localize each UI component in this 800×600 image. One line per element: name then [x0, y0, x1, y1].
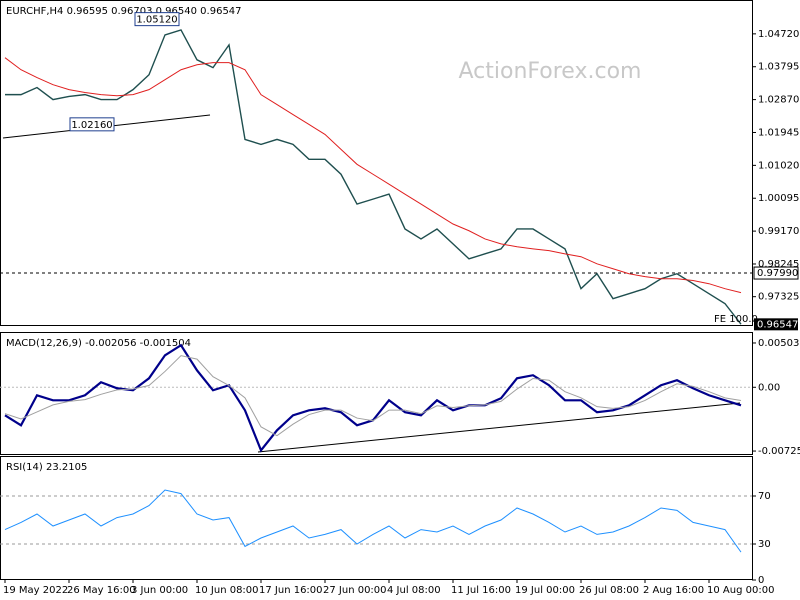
x-tick-label: 19 May 2022 — [3, 585, 68, 596]
fib-note: FE 100.0 — [714, 314, 758, 325]
x-tick-label: 11 Jul 16:00 — [451, 585, 511, 596]
y-tick-label: 1.03795 — [758, 62, 799, 73]
panel-title: RSI(14) 23.2105 — [6, 462, 87, 473]
panel-frame — [0, 456, 753, 580]
y-tick-label: 0.98245 — [758, 259, 799, 270]
last-price-label: 0.96547 — [757, 319, 798, 330]
y-tick-label: 1.04720 — [758, 29, 799, 40]
last-price-box — [754, 318, 798, 331]
annotation-box — [69, 117, 115, 132]
x-tick-label: 19 Jul 00:00 — [515, 585, 575, 596]
y-tick-label: 1.02870 — [758, 95, 799, 106]
annotation-box — [134, 12, 180, 27]
x-tick-label: 26 May 16:00 — [67, 585, 136, 596]
x-tick-label: 26 Jul 08:00 — [579, 585, 639, 596]
y-tick-label: 0.00 — [758, 382, 780, 393]
panel-title: EURCHF,H4 0.96595 0.96703 0.96540 0.9654… — [6, 6, 242, 17]
annotation-label: 1.02160 — [71, 120, 112, 131]
y-tick-label: 0 — [758, 575, 764, 586]
y-tick-label: -0.007251 — [758, 446, 800, 457]
y-tick-label: 0.005037 — [758, 338, 800, 349]
series-line — [4, 489, 742, 553]
y-tick-label: 70 — [758, 491, 771, 502]
y-tick-label: 1.00095 — [758, 193, 799, 204]
trend-line — [257, 402, 741, 453]
y-tick-label: 1.01020 — [758, 160, 799, 171]
x-tick-label: 4 Jul 08:00 — [387, 585, 441, 596]
series-line — [4, 57, 742, 294]
x-tick-label: 10 Aug 00:00 — [707, 585, 774, 596]
panel-frame — [0, 0, 753, 326]
annotation-label: 1.05120 — [136, 15, 177, 26]
x-tick-label: 2 Aug 16:00 — [643, 585, 704, 596]
series-line — [4, 355, 742, 437]
series-line — [5, 29, 742, 325]
watermark: ActionForex.com — [459, 59, 642, 84]
x-tick-label: 27 Jun 00:00 — [323, 585, 387, 596]
x-tick-label: 17 Jun 16:00 — [259, 585, 323, 596]
y-tick-label: 0.99170 — [758, 226, 799, 237]
y-tick-label: 30 — [758, 539, 771, 550]
panel-frame — [0, 332, 753, 455]
y-tick-label: 1.01945 — [758, 127, 799, 138]
panel-title: MACD(12,26,9) -0.002056 -0.001504 — [6, 338, 191, 349]
level-label: 0.97990 — [757, 268, 798, 279]
y-tick-label: 0.97325 — [758, 292, 799, 303]
x-tick-label: 10 Jun 08:00 — [195, 585, 259, 596]
x-tick-label: 3 Jun 00:00 — [131, 585, 188, 596]
level-box — [753, 266, 799, 280]
